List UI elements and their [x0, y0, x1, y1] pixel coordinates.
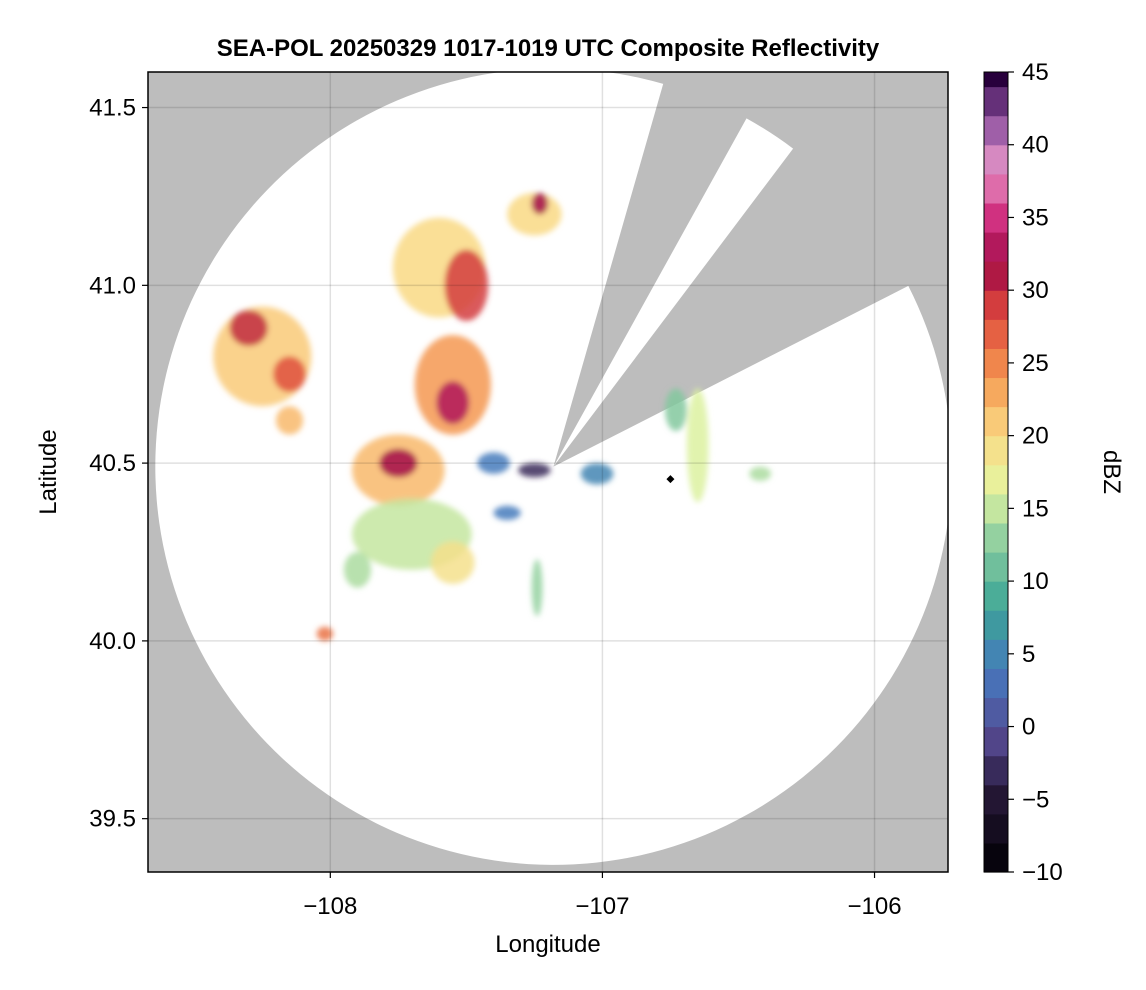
colorbar-frame [983, 71, 1009, 873]
echo-cell [749, 466, 772, 481]
site-marker-icon [666, 475, 675, 484]
echo-cell [343, 552, 372, 588]
colorbar-band [984, 784, 1008, 815]
colorbar-label: dBZ [1098, 450, 1125, 494]
colorbar-band [984, 522, 1008, 553]
x-axis-ticks: −108 −107 −106 [303, 872, 902, 920]
colorbar-band [984, 639, 1008, 669]
chart-title: SEA-POL 20250329 1017-1019 UTC Composite… [217, 35, 880, 62]
y-tick-label: 41.5 [89, 95, 136, 122]
echo-cell [379, 448, 418, 478]
y-tick-label: 40.5 [89, 450, 136, 477]
colorbar-band [984, 842, 1008, 873]
colorbar-band [984, 319, 1008, 349]
y-tick-label: 41.0 [89, 272, 136, 299]
reflectivity-echoes [213, 192, 772, 641]
colorbar-band [984, 726, 1008, 757]
echo-cell [507, 192, 562, 236]
echo-cell [531, 559, 543, 616]
echo-cell [518, 463, 551, 478]
colorbar-ticks: −10 −5 0 5 10 15 20 25 30 35 40 45 [1008, 59, 1063, 886]
echo-cell [431, 541, 475, 584]
colorbar-tick-label: −5 [1022, 786, 1049, 813]
echo-cell [686, 388, 709, 503]
colorbar-band [984, 72, 1008, 88]
echo-cell [275, 406, 304, 435]
echo-cell [316, 626, 334, 641]
colorbar-tick-label: 35 [1022, 204, 1049, 231]
y-axis-ticks: 39.5 40.0 40.5 41.0 41.5 [89, 95, 148, 833]
colorbar-tick-label: 20 [1022, 423, 1049, 450]
echo-cell [273, 356, 306, 393]
colorbar-band [984, 144, 1008, 175]
echo-cell [229, 310, 268, 346]
colorbar-band [984, 348, 1008, 379]
x-tick-label: −108 [303, 893, 357, 920]
x-axis-label: Longitude [495, 931, 600, 958]
echo-cell [531, 192, 548, 215]
x-tick-label: −107 [575, 893, 629, 920]
echo-cell [477, 452, 510, 474]
colorbar-band [984, 464, 1008, 495]
colorbar-band [984, 435, 1008, 466]
colorbar-band [984, 173, 1008, 204]
plot-frame [147, 71, 949, 873]
colorbar-band [984, 668, 1008, 699]
colorbar: −10 −5 0 5 10 15 20 25 30 35 40 45 dBZ [983, 59, 1125, 886]
colorbar-band [984, 232, 1008, 262]
echo-cell [665, 388, 687, 432]
colorbar-tick-label: 15 [1022, 495, 1049, 522]
colorbar-tick-label: 10 [1022, 568, 1049, 595]
colorbar-tick-label: 5 [1022, 641, 1035, 668]
echo-cell [444, 249, 489, 321]
echo-cell [436, 381, 470, 425]
colorbar-band [984, 115, 1008, 146]
colorbar-tick-label: 25 [1022, 350, 1049, 377]
colorbar-band [984, 755, 1008, 786]
grid-lines [148, 72, 948, 872]
colorbar-band [984, 290, 1008, 320]
colorbar-bands [984, 72, 1008, 873]
y-tick-label: 40.0 [89, 628, 136, 655]
colorbar-tick-label: 40 [1022, 132, 1049, 159]
colorbar-band [984, 581, 1008, 611]
colorbar-band [984, 610, 1008, 640]
colorbar-band [984, 377, 1008, 408]
colorbar-band [984, 697, 1008, 728]
colorbar-band [984, 813, 1008, 844]
echo-cell [580, 463, 614, 485]
y-tick-label: 39.5 [89, 806, 136, 833]
colorbar-band [984, 202, 1008, 233]
colorbar-band [984, 406, 1008, 437]
colorbar-tick-label: 45 [1022, 59, 1049, 86]
x-tick-label: −106 [847, 893, 901, 920]
colorbar-tick-label: 30 [1022, 277, 1049, 304]
colorbar-tick-label: −10 [1022, 859, 1063, 886]
colorbar-tick-label: 0 [1022, 714, 1035, 741]
colorbar-band [984, 552, 1008, 582]
radar-coverage-area [155, 72, 948, 865]
y-axis-label: Latitude [35, 429, 62, 514]
colorbar-band [984, 493, 1008, 524]
colorbar-band [984, 86, 1008, 117]
colorbar-band [984, 261, 1008, 291]
echo-cell [493, 505, 521, 520]
